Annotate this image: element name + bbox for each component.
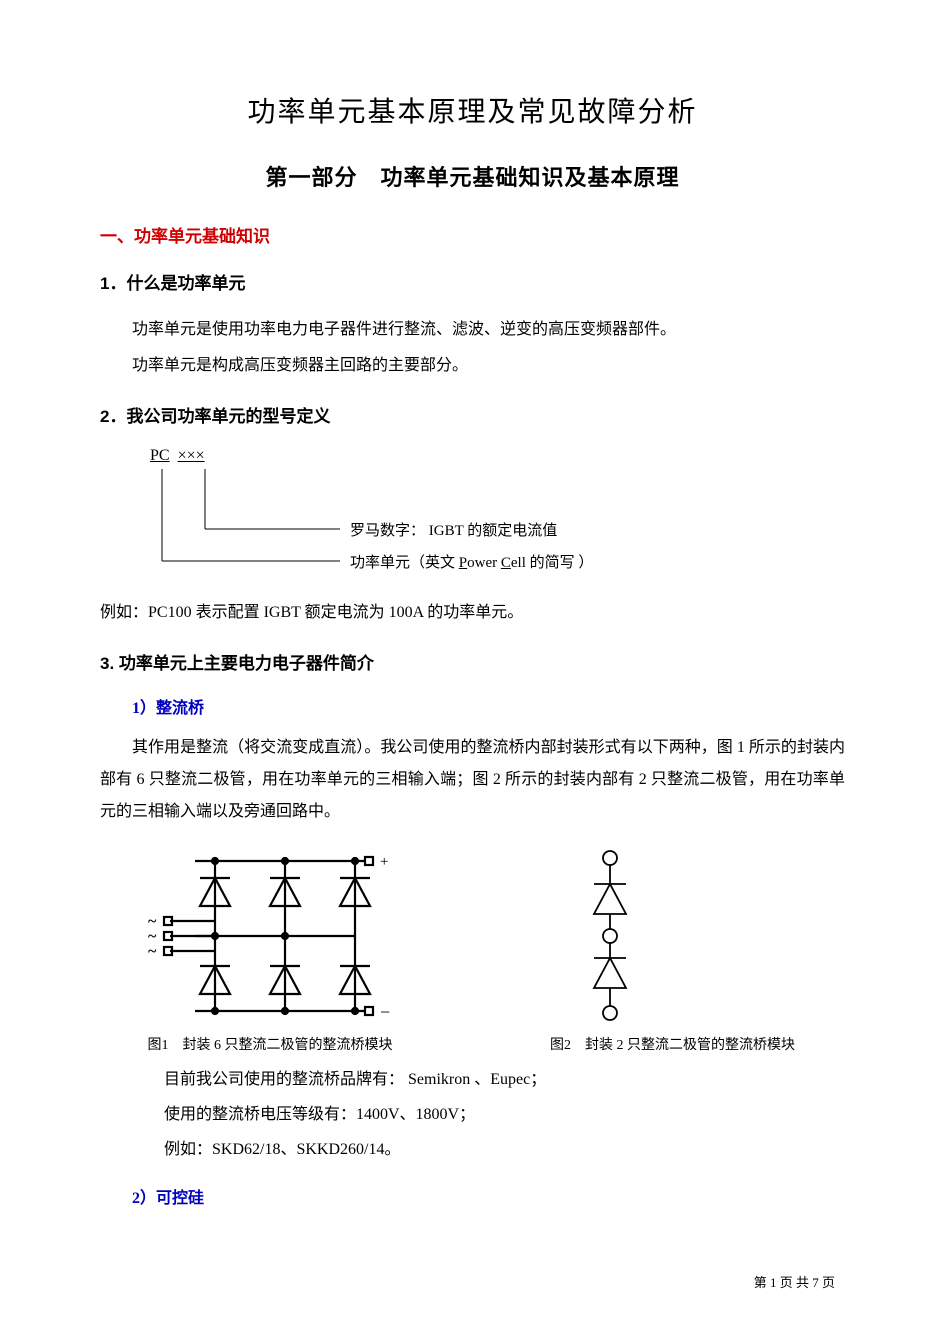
brands-block: 目前我公司使用的整流桥品牌有： Semikron 、Eupec； 使用的整流桥电… [164,1062,845,1168]
model-definition-diagram: PC ××× 罗马数字： IGBT 的额定电流值 功率单元（英文 Power C… [150,447,845,587]
paragraph-3: 其作用是整流（将交流变成直流）。我公司使用的整流桥内部封装形式有以下两种，图 1… [100,732,845,828]
figure-1: + − ~ ~ ~ 图1 封装 6 只整流二极管的整流桥模块 [140,846,400,1054]
example-text: 例如：PC100 表示配置 IGBT 额定电流为 100A 的功率单元。 [100,597,845,629]
heading-1-2: 2．我公司功率单元的型号定义 [100,402,845,427]
voltage-line: 使用的整流桥电压等级有：1400V、1800V； [164,1097,845,1132]
rectifier-2-diode-svg [550,846,670,1026]
model-label-1: 罗马数字： IGBT 的额定电流值 [350,519,557,540]
subheading-thyristor: 2）可控硅 [132,1184,845,1208]
paragraph-1a: 功率单元是使用功率电力电子器件进行整流、滤波、逆变的高压变频器部件。 [100,314,845,346]
document-title: 功率单元基本原理及常见故障分析 [100,90,845,130]
svg-text:+: + [380,854,388,870]
page-footer: 第 1 页 共 7 页 [754,1272,835,1291]
section-heading-1: 一、功率单元基础知识 [100,222,845,247]
svg-text:~: ~ [148,943,157,960]
figure-1-caption: 图1 封装 6 只整流二极管的整流桥模块 [140,1034,400,1054]
svg-text:−: − [380,1002,390,1022]
heading-1-3: 3. 功率单元上主要电力电子器件简介 [100,649,845,674]
heading-1-1: 1．什么是功率单元 [100,269,845,294]
brands-line: 目前我公司使用的整流桥品牌有： Semikron 、Eupec； [164,1062,845,1097]
paragraph-1b: 功率单元是构成高压变频器主回路的主要部分。 [100,350,845,382]
rectifier-6-diode-svg: + − ~ ~ ~ [140,846,400,1026]
model-code: PC ××× [150,447,845,465]
model-label-2: 功率单元（英文 Power Cell 的简写 ） [350,551,593,572]
model-pc: PC [150,447,170,464]
figure-2: 图2 封装 2 只整流二极管的整流桥模块 [550,846,825,1054]
figures-row: + − ~ ~ ~ 图1 封装 6 只整流二极管的整流桥模块 [100,846,845,1054]
subheading-rectifier: 1）整流桥 [132,694,845,718]
examples-line: 例如：SKD62/18、SKKD260/14。 [164,1132,845,1167]
figure-2-caption: 图2 封装 2 只整流二极管的整流桥模块 [550,1034,795,1054]
model-xxx: ××× [178,447,205,464]
part-title: 第一部分 功率单元基础知识及基本原理 [100,160,845,192]
